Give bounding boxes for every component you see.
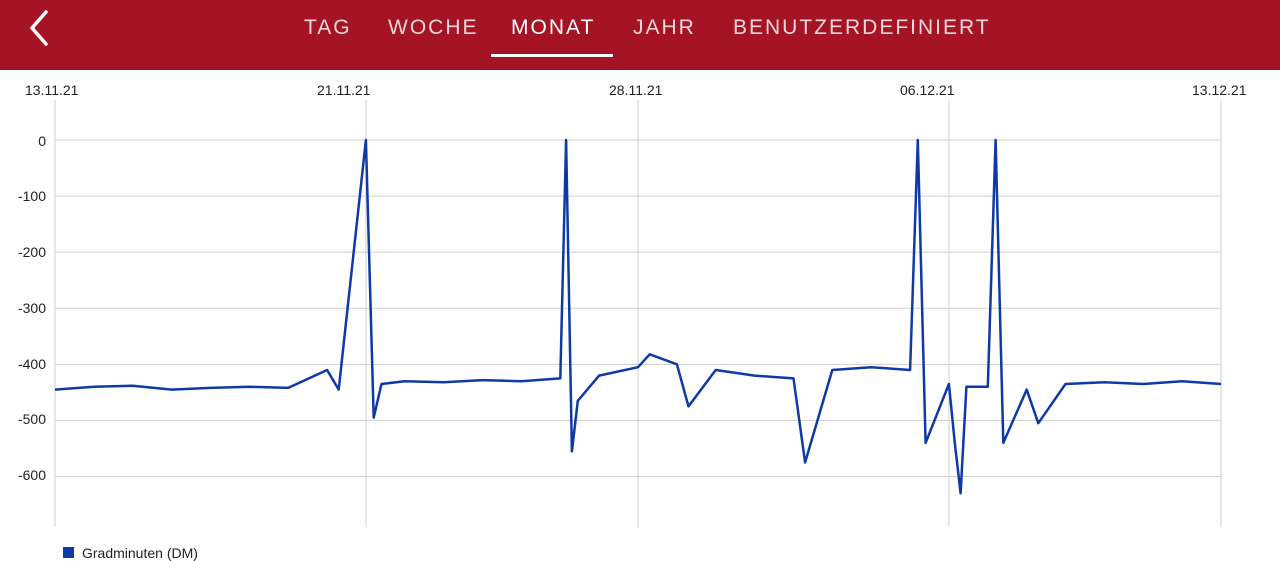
x-tick-label: 06.12.21 xyxy=(900,82,955,98)
tab-monat[interactable]: MONAT xyxy=(511,16,596,39)
y-tick-label: -600 xyxy=(17,467,46,483)
y-tick-label: -400 xyxy=(17,356,46,372)
series-line-gradminuten xyxy=(54,138,1222,495)
tab-woche[interactable]: WOCHE xyxy=(388,16,479,39)
back-button[interactable] xyxy=(22,8,62,48)
active-tab-indicator xyxy=(491,54,613,57)
y-tick-label: -300 xyxy=(17,300,46,316)
legend-swatch xyxy=(63,547,74,558)
tab-tag[interactable]: TAG xyxy=(304,16,352,39)
tab-benutzerdefiniert[interactable]: BENUTZERDEFINIERT xyxy=(733,16,991,39)
legend-label: Gradminuten (DM) xyxy=(82,545,198,561)
y-tick-label: -200 xyxy=(17,244,46,260)
y-tick-label: -100 xyxy=(17,188,46,204)
chart-legend: Gradminuten (DM) xyxy=(63,545,198,561)
y-tick-label: -500 xyxy=(17,411,46,427)
y-tick-label: 0 xyxy=(38,133,46,149)
x-tick-label: 13.12.21 xyxy=(1192,82,1247,98)
period-tabs: TAG WOCHE MONAT JAHR BENUTZERDEFINIERT xyxy=(0,0,1280,70)
x-tick-label: 21.11.21 xyxy=(317,82,371,98)
x-tick-label: 28.11.21 xyxy=(609,82,663,98)
x-tick-label: 13.11.21 xyxy=(25,82,79,98)
tab-jahr[interactable]: JAHR xyxy=(633,16,696,39)
chevron-left-icon xyxy=(30,10,48,46)
app-header xyxy=(0,0,1280,70)
